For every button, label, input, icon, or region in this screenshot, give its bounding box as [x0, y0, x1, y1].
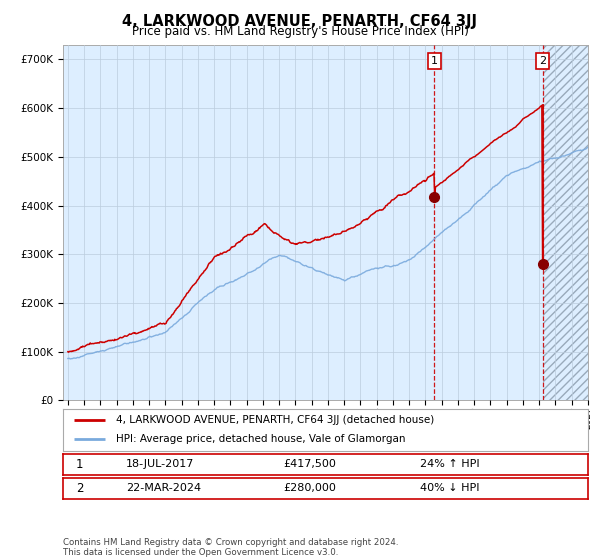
Bar	[543, 45, 596, 400]
Text: 4, LARKWOOD AVENUE, PENARTH, CF64 3JJ (detached house): 4, LARKWOOD AVENUE, PENARTH, CF64 3JJ (d…	[115, 415, 434, 425]
Text: 24% ↑ HPI: 24% ↑ HPI	[420, 459, 479, 469]
Text: 1: 1	[431, 56, 438, 66]
Text: 18-JUL-2017: 18-JUL-2017	[126, 459, 194, 469]
Text: 2: 2	[539, 56, 547, 66]
Text: 2: 2	[76, 482, 83, 495]
Text: Contains HM Land Registry data © Crown copyright and database right 2024.
This d: Contains HM Land Registry data © Crown c…	[63, 538, 398, 557]
Text: 40% ↓ HPI: 40% ↓ HPI	[420, 483, 479, 493]
Text: Price paid vs. HM Land Registry's House Price Index (HPI): Price paid vs. HM Land Registry's House …	[131, 25, 469, 38]
Text: 4, LARKWOOD AVENUE, PENARTH, CF64 3JJ: 4, LARKWOOD AVENUE, PENARTH, CF64 3JJ	[122, 14, 478, 29]
Text: £417,500: £417,500	[284, 459, 337, 469]
Text: HPI: Average price, detached house, Vale of Glamorgan: HPI: Average price, detached house, Vale…	[115, 435, 405, 445]
Text: £280,000: £280,000	[284, 483, 337, 493]
Text: 22-MAR-2024: 22-MAR-2024	[126, 483, 201, 493]
Text: 1: 1	[76, 458, 83, 471]
